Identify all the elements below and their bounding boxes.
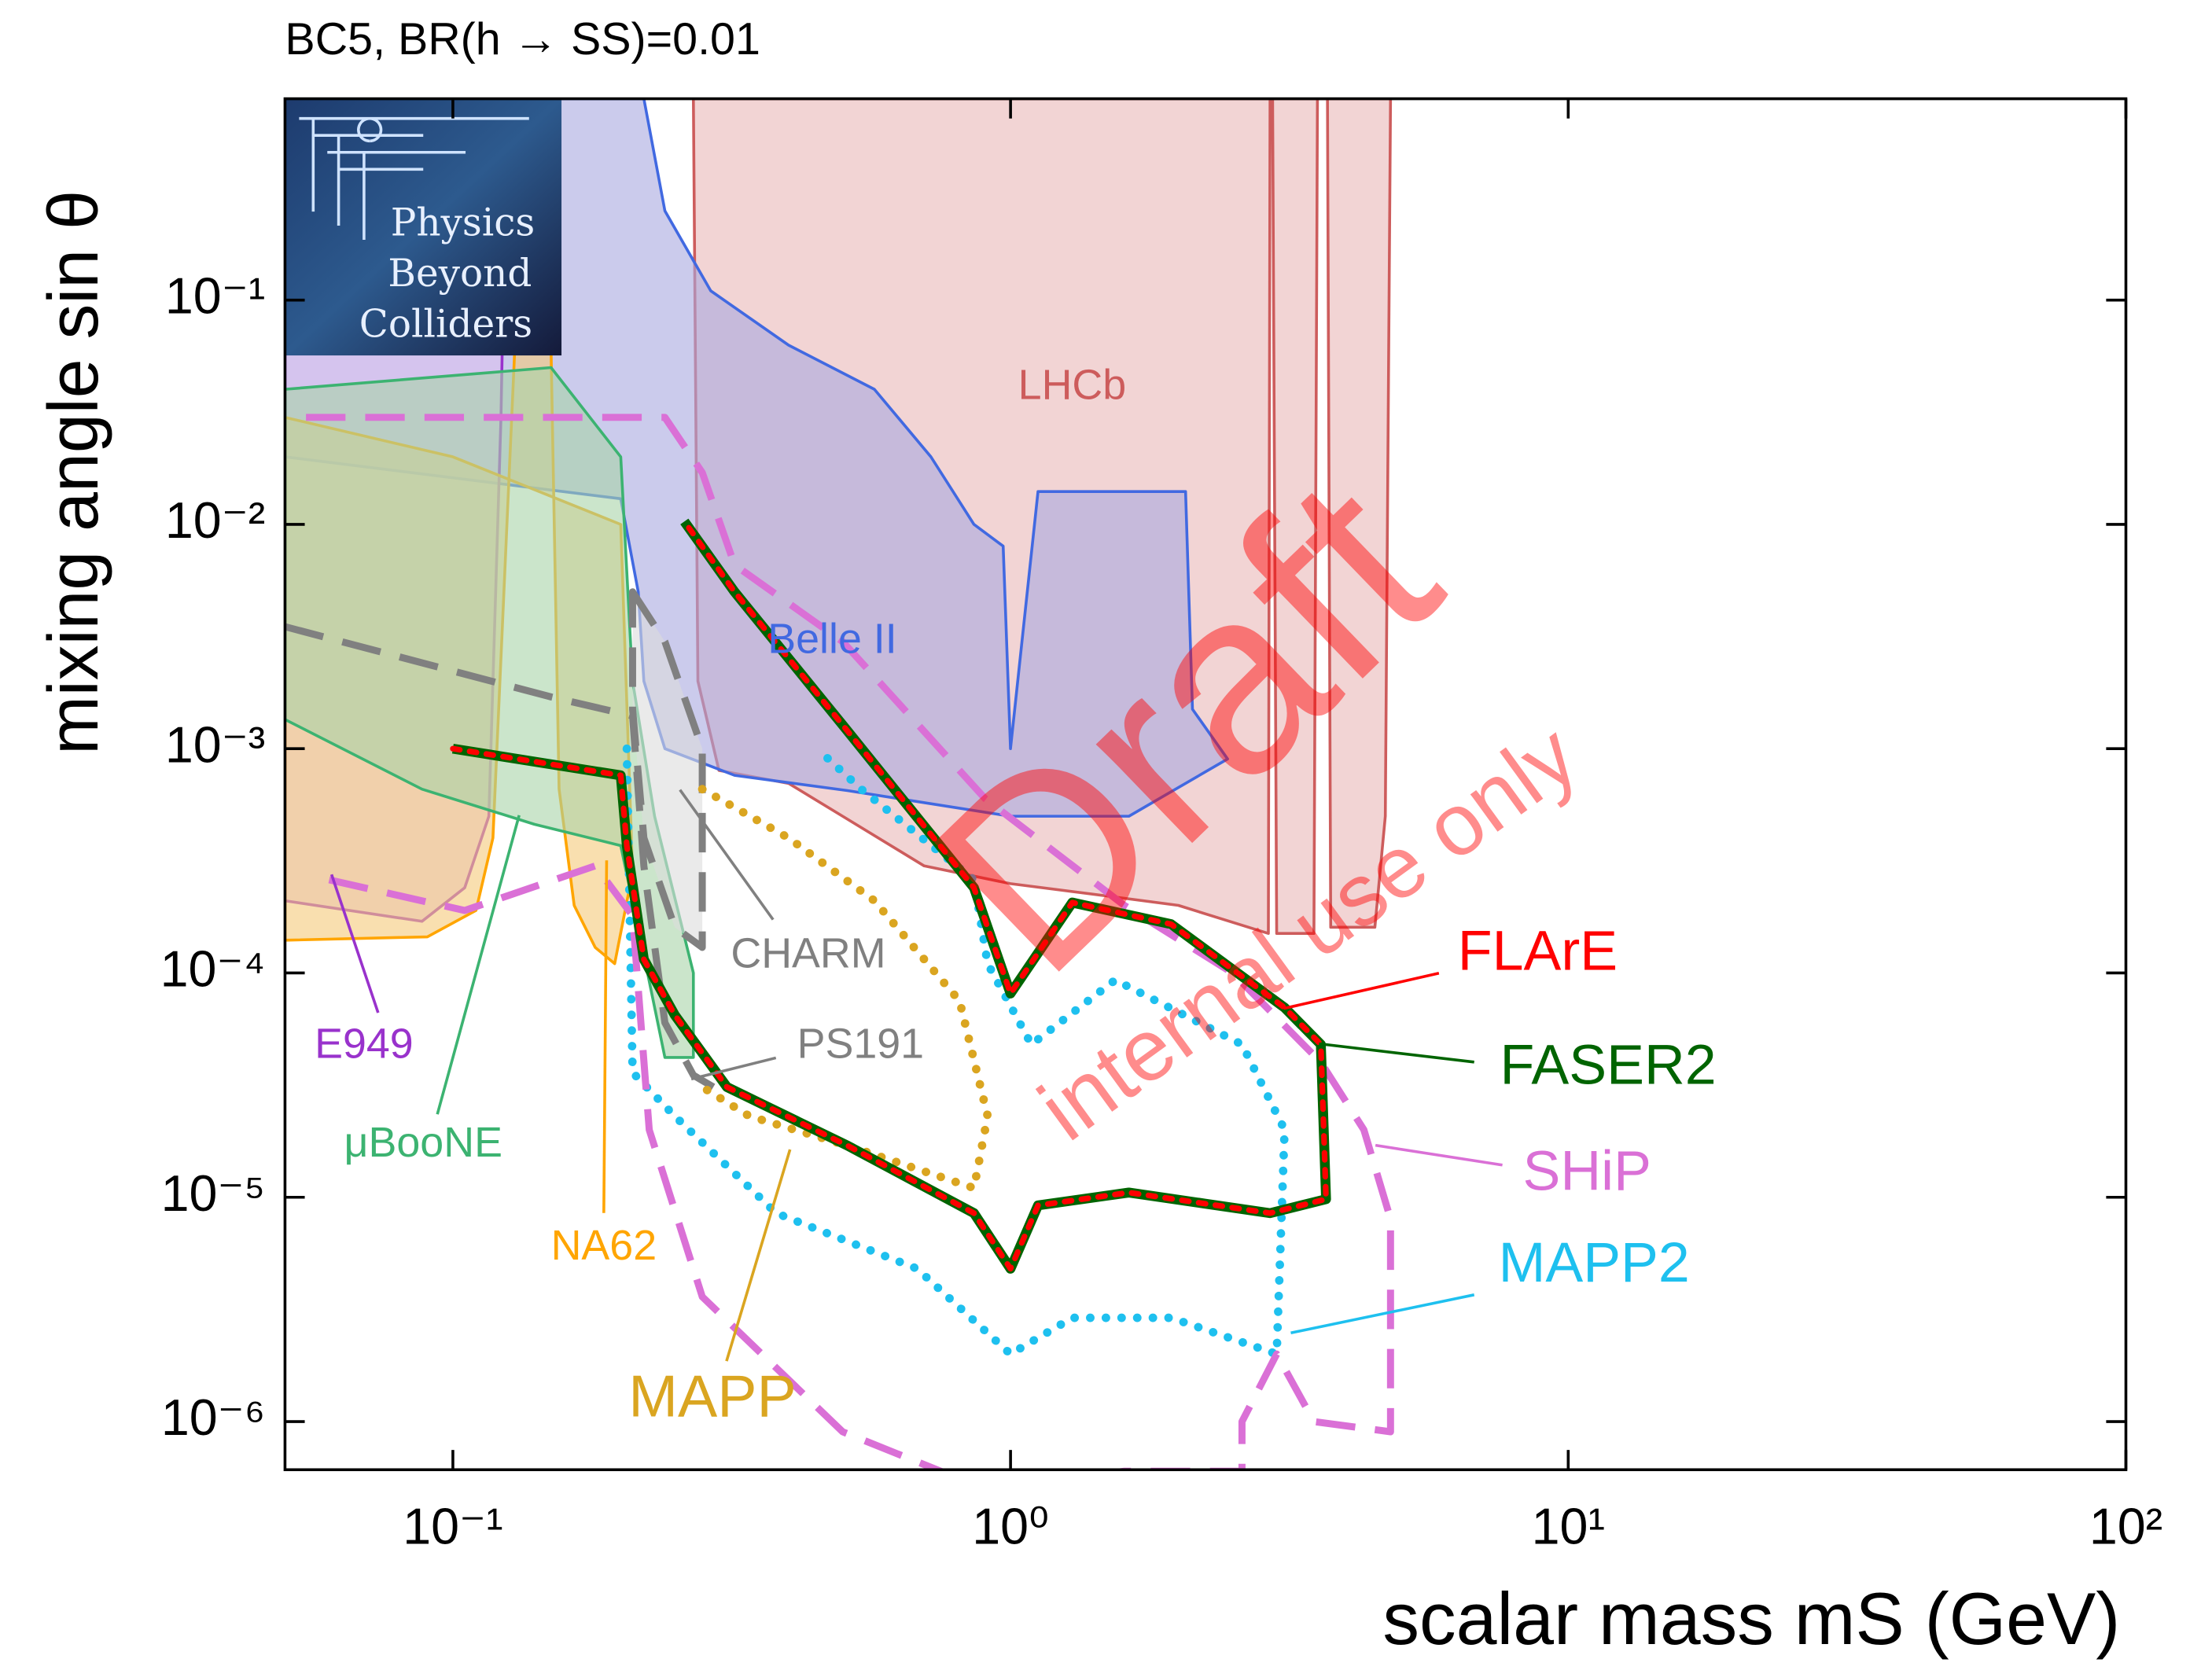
x-tick-label: 10⁻¹ xyxy=(403,1498,502,1554)
y-tick-label: 10⁻⁶ xyxy=(161,1389,265,1446)
series-label: μBooNE xyxy=(344,1119,502,1166)
logo-text: Colliders xyxy=(359,303,532,347)
series-label: FASER2 xyxy=(1500,1034,1717,1097)
x-axis-label: scalar mass mS (GeV) xyxy=(1382,1578,2120,1660)
y-axis-label: mixing angle sin θ xyxy=(35,190,113,755)
series-label: PS191 xyxy=(797,1020,925,1067)
logo-text: Physics xyxy=(391,201,535,245)
series-label: LHCb xyxy=(1018,362,1127,409)
series-label: MAPP xyxy=(628,1363,796,1429)
series-label: NA62 xyxy=(551,1222,657,1269)
series-label: FLArE xyxy=(1458,919,1618,982)
y-tick-label: 10⁻¹ xyxy=(165,268,265,325)
y-tick-label: 10⁻⁵ xyxy=(161,1165,266,1222)
x-tick-label: 10¹ xyxy=(1532,1498,1605,1554)
logo: Physics Beyond Colliders xyxy=(285,99,561,355)
series-label: CHARM xyxy=(731,929,885,977)
chart: LHCb Belle II E949 NA62 μBooNE CHARM PS191 MAPP… xyxy=(0,0,2212,1670)
x-tick-label: 10⁰ xyxy=(972,1498,1049,1554)
series-label: MAPP2 xyxy=(1499,1231,1690,1294)
x-tick-label: 10² xyxy=(2089,1498,2162,1554)
y-tick-label: 10⁻³ xyxy=(165,716,265,773)
y-tick-label: 10⁻² xyxy=(165,492,265,549)
series-label: SHiP xyxy=(1522,1139,1651,1202)
logo-text: Beyond xyxy=(388,252,532,296)
series-label: Belle II xyxy=(767,615,896,662)
series-label: E949 xyxy=(315,1020,414,1067)
chart-title: BC5, BR(h → SS)=0.01 xyxy=(285,14,760,64)
y-tick-label: 10⁻⁴ xyxy=(160,941,266,998)
